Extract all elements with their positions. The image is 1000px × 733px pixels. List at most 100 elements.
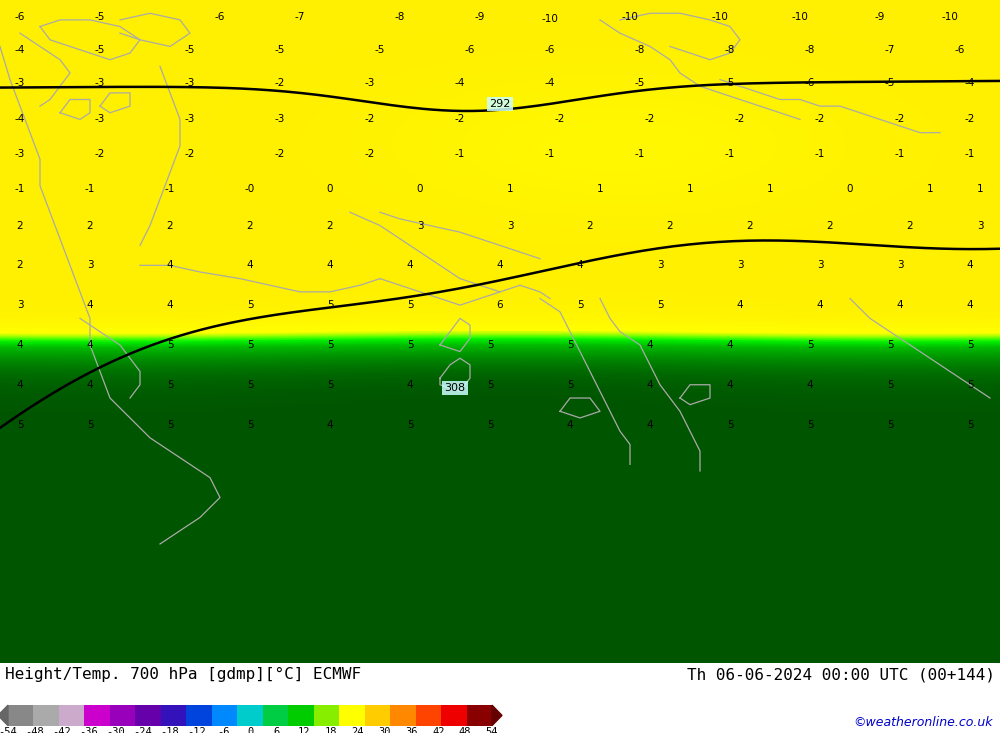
Text: 5: 5 bbox=[657, 300, 663, 310]
Text: -3: -3 bbox=[275, 114, 285, 125]
Text: 5: 5 bbox=[247, 380, 253, 390]
Text: 4: 4 bbox=[407, 260, 413, 270]
Text: 3: 3 bbox=[507, 221, 513, 231]
Bar bbox=[416, 705, 441, 726]
Bar bbox=[263, 705, 288, 726]
Text: 4: 4 bbox=[167, 260, 173, 270]
Text: 4: 4 bbox=[567, 419, 573, 430]
Text: -4: -4 bbox=[545, 78, 555, 88]
Text: 4: 4 bbox=[807, 380, 813, 390]
Text: 2: 2 bbox=[587, 221, 593, 231]
Text: 0: 0 bbox=[327, 184, 333, 194]
Text: 4: 4 bbox=[577, 260, 583, 270]
Text: 1: 1 bbox=[687, 184, 693, 194]
Bar bbox=[441, 705, 467, 726]
Text: -2: -2 bbox=[365, 114, 375, 125]
Text: -1: -1 bbox=[455, 149, 465, 159]
Text: -3: -3 bbox=[15, 78, 25, 88]
Text: -1: -1 bbox=[165, 184, 175, 194]
Text: 4: 4 bbox=[327, 260, 333, 270]
Polygon shape bbox=[492, 705, 502, 726]
Text: -5: -5 bbox=[725, 78, 735, 88]
Text: 4: 4 bbox=[497, 260, 503, 270]
Text: 5: 5 bbox=[487, 340, 493, 350]
Text: 4: 4 bbox=[897, 300, 903, 310]
Text: 4: 4 bbox=[727, 380, 733, 390]
Text: -3: -3 bbox=[95, 78, 105, 88]
Text: -3: -3 bbox=[95, 114, 105, 125]
Text: 5: 5 bbox=[567, 380, 573, 390]
Text: -2: -2 bbox=[455, 114, 465, 125]
Text: -2: -2 bbox=[735, 114, 745, 125]
Text: -8: -8 bbox=[805, 45, 815, 55]
Text: -6: -6 bbox=[805, 78, 815, 88]
Text: 5: 5 bbox=[727, 419, 733, 430]
Bar bbox=[135, 705, 161, 726]
Text: 5: 5 bbox=[167, 340, 173, 350]
Text: 4: 4 bbox=[817, 300, 823, 310]
Text: 2: 2 bbox=[17, 221, 23, 231]
Text: -10: -10 bbox=[792, 12, 808, 21]
Text: 0: 0 bbox=[247, 727, 253, 733]
Text: 36: 36 bbox=[405, 727, 418, 733]
Text: -3: -3 bbox=[365, 78, 375, 88]
Text: 5: 5 bbox=[567, 340, 573, 350]
Text: -12: -12 bbox=[187, 727, 206, 733]
Text: 3: 3 bbox=[17, 300, 23, 310]
Text: 4: 4 bbox=[167, 300, 173, 310]
Text: 308: 308 bbox=[444, 383, 466, 393]
Text: 6: 6 bbox=[274, 727, 280, 733]
Text: 30: 30 bbox=[378, 727, 391, 733]
Text: 3: 3 bbox=[977, 221, 983, 231]
Text: -36: -36 bbox=[79, 727, 98, 733]
Text: 4: 4 bbox=[737, 300, 743, 310]
Text: -1: -1 bbox=[15, 184, 25, 194]
Text: 5: 5 bbox=[887, 419, 893, 430]
Text: 4: 4 bbox=[647, 340, 653, 350]
Text: 2: 2 bbox=[747, 221, 753, 231]
Text: -42: -42 bbox=[52, 727, 71, 733]
Bar bbox=[314, 705, 339, 726]
Text: 5: 5 bbox=[407, 419, 413, 430]
Text: 5: 5 bbox=[967, 380, 973, 390]
Text: 5: 5 bbox=[167, 419, 173, 430]
Text: -6: -6 bbox=[215, 12, 225, 21]
Text: -6: -6 bbox=[217, 727, 229, 733]
Text: -5: -5 bbox=[635, 78, 645, 88]
Text: -2: -2 bbox=[815, 114, 825, 125]
Text: 4: 4 bbox=[87, 340, 93, 350]
Bar bbox=[212, 705, 237, 726]
Text: 4: 4 bbox=[87, 300, 93, 310]
Text: -4: -4 bbox=[15, 45, 25, 55]
Text: 1: 1 bbox=[977, 184, 983, 194]
Text: ©weatheronline.co.uk: ©weatheronline.co.uk bbox=[854, 716, 993, 729]
Text: 5: 5 bbox=[87, 419, 93, 430]
Text: 24: 24 bbox=[351, 727, 364, 733]
Text: 292: 292 bbox=[489, 99, 511, 109]
Text: -30: -30 bbox=[106, 727, 125, 733]
Text: 48: 48 bbox=[459, 727, 471, 733]
Text: -3: -3 bbox=[185, 114, 195, 125]
Text: 4: 4 bbox=[407, 380, 413, 390]
Text: 5: 5 bbox=[807, 419, 813, 430]
Text: 5: 5 bbox=[577, 300, 583, 310]
Text: 5: 5 bbox=[967, 340, 973, 350]
Text: 0: 0 bbox=[847, 184, 853, 194]
Text: -10: -10 bbox=[942, 12, 958, 21]
Text: -2: -2 bbox=[365, 149, 375, 159]
Text: 2: 2 bbox=[87, 221, 93, 231]
Text: -7: -7 bbox=[885, 45, 895, 55]
Text: 42: 42 bbox=[432, 727, 444, 733]
Text: 4: 4 bbox=[327, 419, 333, 430]
Text: 4: 4 bbox=[247, 260, 253, 270]
Text: -54: -54 bbox=[0, 727, 17, 733]
Text: 3: 3 bbox=[417, 221, 423, 231]
Text: 3: 3 bbox=[817, 260, 823, 270]
Text: -5: -5 bbox=[375, 45, 385, 55]
Text: -5: -5 bbox=[275, 45, 285, 55]
Text: 0: 0 bbox=[417, 184, 423, 194]
Text: -10: -10 bbox=[542, 14, 558, 23]
Text: 4: 4 bbox=[967, 300, 973, 310]
Text: 3: 3 bbox=[897, 260, 903, 270]
Bar bbox=[467, 705, 492, 726]
